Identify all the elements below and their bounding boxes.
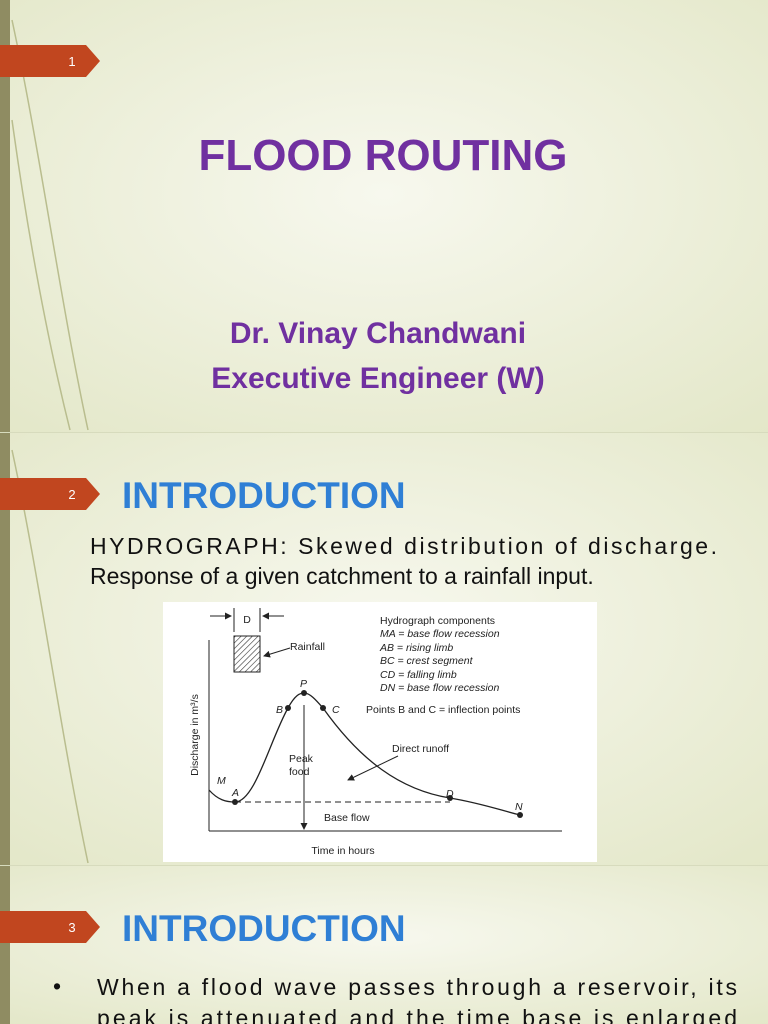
point: [517, 812, 523, 818]
point: [232, 799, 238, 805]
slide-number: 1: [68, 54, 75, 69]
label: D: [243, 614, 251, 626]
label: Rainfall: [290, 641, 325, 653]
slide-1: 1 FLOOD ROUTING Dr. Vinay Chandwani Exec…: [0, 0, 768, 432]
x-axis-label: Time in hours: [311, 845, 374, 857]
label: Direct runoff: [392, 743, 449, 755]
label: Base flow: [324, 812, 370, 824]
y-axis-label: Discharge in m³/s: [189, 694, 201, 776]
legend-item: MA = base flow recession: [380, 628, 500, 640]
side-strip: [0, 866, 10, 1024]
point: [320, 705, 326, 711]
legend-title: Hydrograph components: [380, 615, 495, 627]
bullet: •: [53, 973, 61, 999]
arrow: [347, 755, 399, 781]
legend-item: AB = rising limb: [379, 642, 453, 654]
body-text: Response of a given catchment to a rainf…: [90, 563, 594, 589]
arrow: [263, 647, 291, 658]
hydrograph-figure: D Rainfall Hydrograph components MA = ba…: [163, 602, 597, 862]
point-label: C: [332, 704, 340, 716]
point-label: P: [300, 678, 307, 690]
slide-number: 2: [68, 487, 75, 502]
bullet-text: When a flood wave passes through a reser…: [97, 974, 737, 1000]
legend-item: BC = crest segment: [380, 655, 474, 667]
point-label: N: [515, 801, 523, 813]
side-strip: [0, 0, 10, 432]
role: Executive Engineer (W): [211, 362, 544, 395]
slide-title: INTRODUCTION: [122, 475, 406, 516]
slide-background: [0, 866, 768, 1024]
slide-2: 2 INTRODUCTION HYDROGRAPH: Skewed distri…: [0, 433, 768, 865]
point: [301, 690, 307, 696]
point-label: M: [217, 775, 226, 787]
point: [285, 705, 291, 711]
point-label: B: [276, 704, 283, 716]
bullet-text: peak is attenuated and the time base is …: [97, 1005, 737, 1024]
slide-title: FLOOD ROUTING: [198, 131, 567, 180]
legend-item: CD = falling limb: [380, 669, 457, 681]
rainfall-block: [233, 635, 261, 673]
label: food: [289, 766, 310, 778]
slide-number-badge: [0, 478, 100, 510]
author: Dr. Vinay Chandwani: [230, 317, 526, 350]
label: Points B and C = inflection points: [366, 704, 520, 716]
slide-number-badge: [0, 45, 100, 77]
slide-number: 3: [68, 920, 75, 935]
legend-item: DN = base flow recession: [380, 682, 500, 694]
slide-number-badge: [0, 911, 100, 943]
point-label: A: [231, 787, 239, 799]
point-label: D: [446, 788, 454, 800]
slide-3: 3 INTRODUCTION • When a flood wave passe…: [0, 866, 768, 1024]
label: Peak: [289, 753, 314, 765]
body-text: HYDROGRAPH: Skewed distribution of disch…: [90, 533, 717, 559]
point: [447, 795, 453, 801]
slide-background: [0, 0, 768, 432]
side-strip: [0, 433, 10, 865]
figure-background: [163, 602, 597, 862]
slide-title: INTRODUCTION: [122, 908, 406, 949]
